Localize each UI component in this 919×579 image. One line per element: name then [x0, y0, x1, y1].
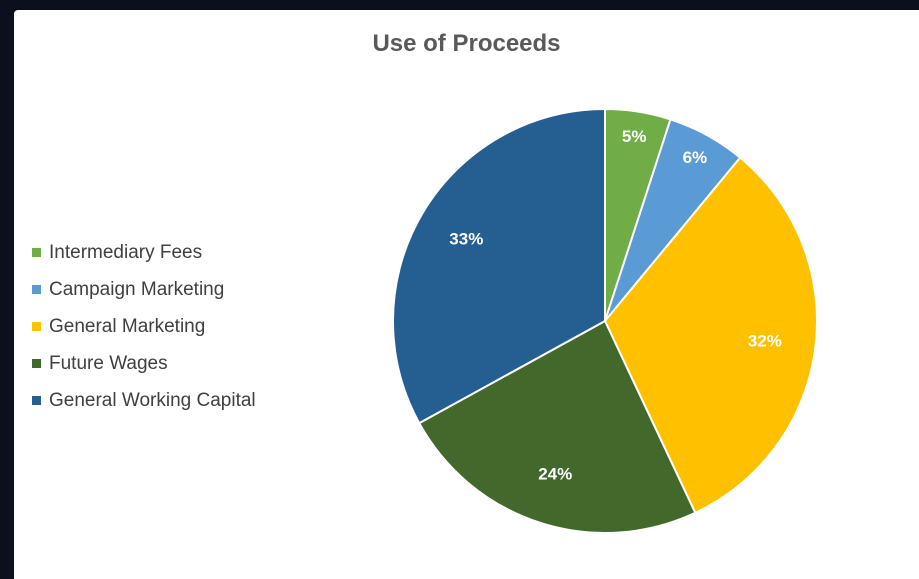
legend-item-future-wages: Future Wages	[32, 345, 256, 382]
legend-item-general-working-capital: General Working Capital	[32, 382, 256, 419]
legend-label: Future Wages	[49, 352, 168, 374]
legend-label: General Marketing	[49, 315, 206, 337]
data-label-general-working-capital: 33%	[449, 229, 483, 248]
data-label-future-wages: 24%	[538, 465, 572, 484]
legend-item-general-marketing: General Marketing	[32, 308, 256, 345]
pie-chart: 5% 6% 32% 24% 33%	[392, 107, 818, 534]
chart-title: Use of Proceeds	[372, 30, 561, 57]
legend-swatch	[32, 248, 41, 257]
data-label-general-marketing: 32%	[748, 332, 782, 351]
legend-swatch	[32, 322, 41, 331]
legend-swatch	[32, 359, 41, 368]
chart-legend: Intermediary Fees Campaign Marketing Gen…	[32, 234, 256, 419]
pie-slice-future-wages	[417, 319, 697, 534]
chart-area: Use of Proceeds Intermediary Fees Campai…	[14, 10, 919, 579]
legend-label: Campaign Marketing	[49, 278, 225, 300]
legend-label: General Working Capital	[49, 389, 256, 411]
legend-item-intermediary-fees: Intermediary Fees	[32, 234, 256, 271]
data-label-campaign-marketing: 6%	[683, 148, 708, 167]
legend-item-campaign-marketing: Campaign Marketing	[32, 271, 256, 308]
legend-swatch	[32, 285, 41, 294]
data-label-intermediary-fees: 5%	[622, 127, 647, 146]
pie-slice-general-marketing	[603, 156, 818, 515]
legend-swatch	[32, 396, 41, 405]
legend-label: Intermediary Fees	[49, 241, 203, 263]
pie-slice-general-working-capital	[392, 107, 606, 425]
